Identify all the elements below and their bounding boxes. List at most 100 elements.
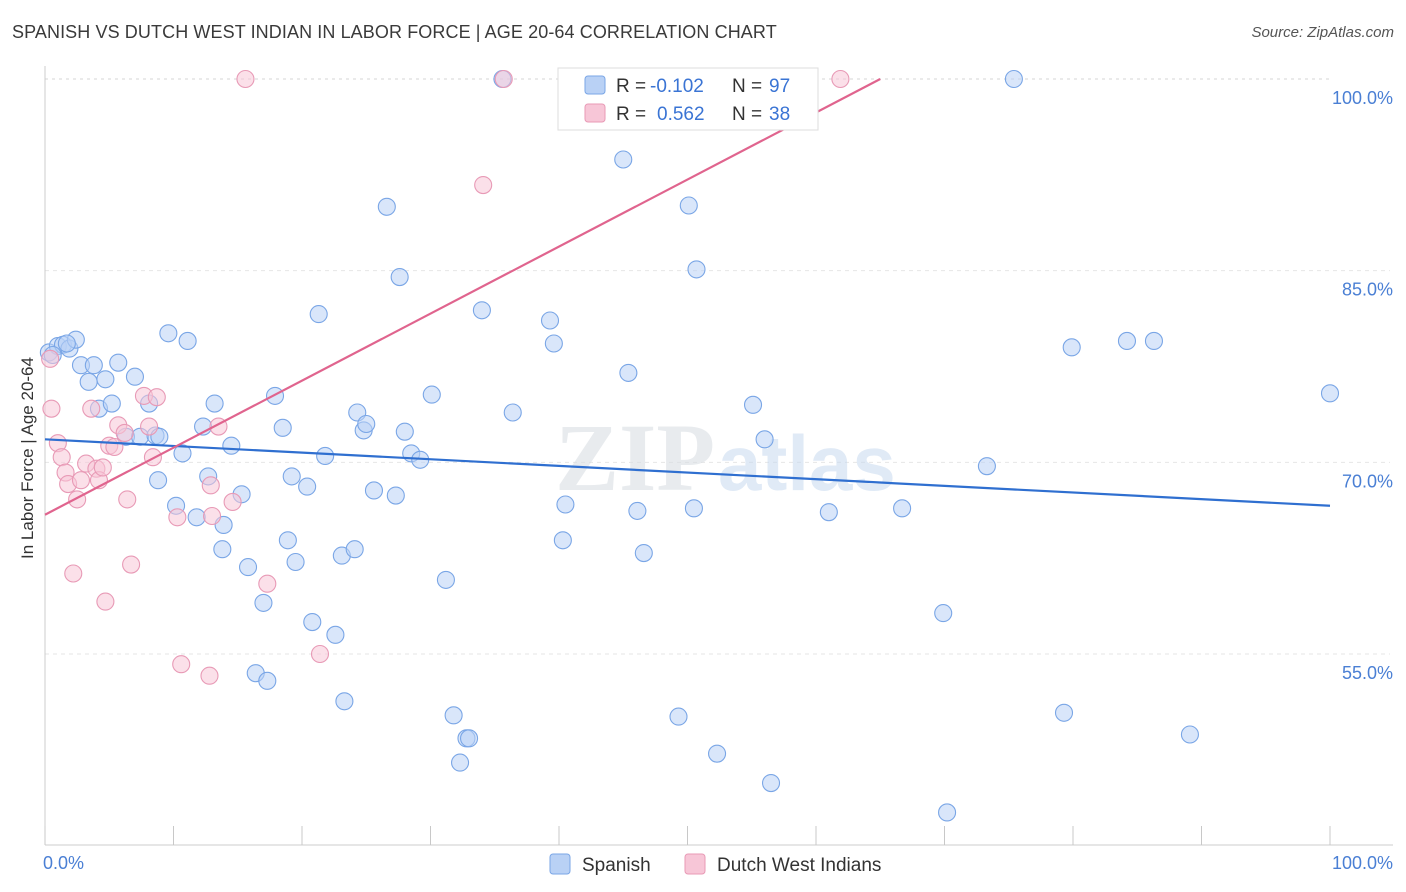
spanish-point-74 xyxy=(669,707,688,726)
spanish-point-92 xyxy=(1180,725,1199,744)
dutch-west-indian-point-18 xyxy=(115,423,134,442)
spanish-point-44 xyxy=(326,625,345,644)
watermark: ZIP atlas xyxy=(555,404,896,511)
dutch-west-indian-point-10 xyxy=(82,399,101,418)
dutch-west-indian-point-33 xyxy=(258,574,277,593)
stats-n-value-dutch: 38 xyxy=(769,104,790,125)
spanish-point-83 xyxy=(893,499,912,518)
spanish-point-86 xyxy=(977,457,996,476)
spanish-point-36 xyxy=(273,418,292,437)
spanish-point-21 xyxy=(173,444,192,463)
spanish-point-6 xyxy=(79,372,98,391)
spanish-point-79 xyxy=(743,395,763,414)
dutch-west-indian-point-25 xyxy=(168,508,187,527)
spanish-point-70 xyxy=(614,150,633,169)
spanish-point-10 xyxy=(102,394,121,413)
tick-labels: 100.0% 85.0% 70.0% 55.0% 0.0% 100.0% xyxy=(43,88,1393,873)
spanish-point-41 xyxy=(303,613,322,632)
spanish-point-66 xyxy=(540,311,560,330)
series-legend: Spanish Dutch West Indians xyxy=(549,853,881,876)
y-tick-label-0: 100.0% xyxy=(1332,88,1393,108)
spanish-point-90 xyxy=(1117,331,1137,350)
dutch-west-indian-point-0 xyxy=(41,349,60,368)
dutch-west-indian-point-13 xyxy=(93,458,112,477)
spanish-point-9 xyxy=(96,370,115,389)
spanish-point-18 xyxy=(149,471,168,490)
dutch-west-indian-point-6 xyxy=(64,564,83,583)
spanish-point-40 xyxy=(298,477,317,496)
dutch-west-indian-point-14 xyxy=(96,592,115,611)
dutch-west-indian-point-36 xyxy=(494,69,513,89)
spanish-point-68 xyxy=(556,495,575,514)
dutch-west-indian-trend-line xyxy=(44,78,881,516)
dutch-west-indian-point-34 xyxy=(310,644,330,664)
dutch-west-indian-point-28 xyxy=(201,476,220,495)
spanish-point-54 xyxy=(395,422,414,441)
spanish-point-7 xyxy=(84,356,103,375)
spanish-point-34 xyxy=(258,671,277,690)
trend-lines xyxy=(44,78,1331,516)
spanish-point-60 xyxy=(451,753,470,772)
spanish-point-47 xyxy=(345,540,364,559)
stats-r-label-spanish: R = xyxy=(616,76,646,97)
watermark-atlas: atlas xyxy=(718,419,896,507)
dutch-west-indian-point-27 xyxy=(200,666,219,685)
dutch-west-indian-point-22 xyxy=(140,417,159,436)
spanish-point-52 xyxy=(386,486,405,505)
spanish-point-23 xyxy=(187,508,206,527)
dutch-west-indian-point-32 xyxy=(236,69,255,89)
spanish-point-65 xyxy=(503,403,522,422)
spanish-point-57 xyxy=(422,385,441,404)
spanish-point-31 xyxy=(238,558,258,577)
spanish-point-26 xyxy=(205,394,224,413)
x-tick-label-1: 100.0% xyxy=(1332,853,1393,873)
spanish-point-78 xyxy=(708,744,727,763)
axes xyxy=(44,66,1393,846)
stats-n-label-spanish: N = xyxy=(732,76,762,97)
y-tick-label-2: 70.0% xyxy=(1342,471,1393,491)
spanish-point-59 xyxy=(444,706,463,725)
spanish-point-87 xyxy=(1004,69,1023,89)
stats-n-value-spanish: 97 xyxy=(769,76,790,97)
spanish-point-33 xyxy=(254,593,273,612)
gridlines xyxy=(45,78,1390,655)
stats-r-value-spanish: -0.102 xyxy=(650,76,704,97)
spanish-point-96 xyxy=(357,414,376,434)
spanish-point-38 xyxy=(282,467,301,486)
spanish-point-76 xyxy=(684,499,703,518)
chart-title: SPANISH VS DUTCH WEST INDIAN IN LABOR FO… xyxy=(12,22,777,42)
spanish-point-13 xyxy=(125,367,144,386)
dutch-west-indian-point-19 xyxy=(118,490,137,509)
spanish-point-69 xyxy=(553,531,572,550)
spanish-point-29 xyxy=(222,436,241,455)
spanish-point-91 xyxy=(1144,331,1164,350)
dutch-west-indian-point-1 xyxy=(42,399,61,418)
dutch-west-indian-point-7 xyxy=(68,490,87,509)
source-credit: Source: ZipAtlas.com xyxy=(1251,24,1394,41)
legend-label-spanish: Spanish xyxy=(582,855,651,876)
spanish-point-11 xyxy=(109,353,128,372)
spanish-trend-line xyxy=(44,438,1331,507)
dutch-west-indian-point-8 xyxy=(71,471,91,490)
watermark-zip: ZIP xyxy=(555,404,715,511)
spanish-point-67 xyxy=(544,334,563,353)
legend-swatch-spanish xyxy=(549,853,571,875)
spanish-point-39 xyxy=(286,552,305,572)
stats-swatch-dutch-west-indians xyxy=(584,103,606,123)
spanish-point-42 xyxy=(309,305,328,324)
spanish-point-72 xyxy=(628,501,647,520)
stats-legend: R = -0.102 N = 97 R = 0.562 N = 38 xyxy=(557,67,819,131)
stats-swatch-spanish xyxy=(584,75,606,95)
dutch-west-indian-point-37 xyxy=(831,69,850,89)
dutch-west-indian-point-35 xyxy=(474,176,493,195)
spanish-point-27 xyxy=(213,540,232,559)
stats-n-label-dutch: N = xyxy=(732,104,762,125)
dutch-west-indian-point-26 xyxy=(172,655,191,674)
spanish-point-51 xyxy=(377,197,396,216)
spanish-point-84 xyxy=(934,604,953,623)
spanish-point-62 xyxy=(459,729,479,748)
spanish-point-53 xyxy=(390,268,409,287)
spanish-point-43 xyxy=(316,446,335,465)
spanish-point-71 xyxy=(619,363,638,382)
